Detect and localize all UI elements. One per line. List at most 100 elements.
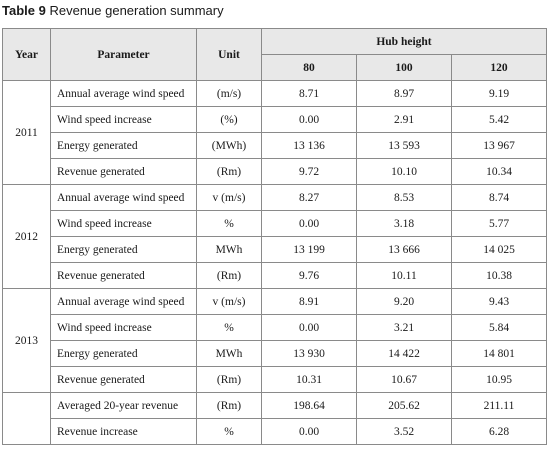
header-height-120: 120 [451, 54, 547, 81]
value-cell: 8.74 [451, 184, 547, 211]
value-cell: 3.21 [356, 314, 452, 341]
value-cell: 205.62 [356, 392, 452, 419]
value-cell: 8.97 [356, 80, 452, 107]
value-cell: 13 199 [261, 236, 357, 263]
value-cell: 9.43 [451, 288, 547, 315]
revenue-summary-table: Year Parameter Unit Hub height 80 100 12… [2, 28, 547, 445]
table-row: Wind speed increase% 0.00 3.18 5.77 [3, 210, 547, 237]
value-cell: 14 422 [356, 340, 452, 367]
value-cell: 2.91 [356, 106, 452, 133]
value-cell: 211.11 [451, 392, 547, 419]
value-cell: 10.38 [451, 262, 547, 289]
year-cell: 2013 [2, 288, 51, 393]
parameter-cell: Wind speed increase [50, 314, 197, 341]
value-cell: 0.00 [261, 418, 357, 445]
parameter-cell: Averaged 20-year revenue [50, 392, 197, 419]
value-cell: 5.42 [451, 106, 547, 133]
value-cell: 13 136 [261, 132, 357, 159]
table-row: 2011 Annual average wind speed (m/s) 8.71 8.… [2, 80, 547, 185]
value-cell: 8.27 [261, 184, 357, 211]
year-cell: 2012 [2, 184, 51, 289]
table-row: Revenue generated (Rm) 9.76 10.11 10.38 [3, 262, 547, 289]
value-cell: 10.10 [356, 158, 452, 185]
unit-cell: MWh [196, 236, 262, 263]
header-year: Year [2, 28, 51, 81]
value-cell: 5.77 [451, 210, 547, 237]
table-row: 2012 Annual average wind speed v (m/s) 8.27… [2, 184, 547, 289]
parameter-cell: Annual average wind speed [50, 184, 197, 211]
value-cell: 13 930 [261, 340, 357, 367]
value-cell: 0.00 [261, 314, 357, 341]
table-row: Revenue increase% 0.00 3.52 6.28 [3, 418, 547, 445]
value-cell: 10.11 [356, 262, 452, 289]
table-row: Averaged 20-year revenue (Rm) 198.64 205.62… [2, 392, 547, 445]
table-header: Year Parameter Unit Hub height 80 100 12… [2, 28, 547, 81]
value-cell: 13 593 [356, 132, 452, 159]
parameter-cell: Energy generated [50, 236, 197, 263]
table-row: Wind speed increase% 0.00 3.21 5.84 [3, 314, 547, 341]
value-cell: 5.84 [451, 314, 547, 341]
unit-cell: % [196, 418, 262, 445]
table-row: Energy generated MWh 13 930 14 422 14 801 [3, 340, 547, 367]
unit-cell: (Rm) [196, 392, 262, 419]
value-cell: 8.53 [356, 184, 452, 211]
value-cell: 9.72 [261, 158, 357, 185]
value-cell: 9.76 [261, 262, 357, 289]
header-height-80: 80 [261, 54, 357, 81]
value-cell: 10.67 [356, 366, 452, 393]
value-cell: 10.31 [261, 366, 357, 393]
table-row: Energy generated MWh 13 199 13 666 14 025 [3, 236, 547, 263]
header-parameter: Parameter [50, 28, 197, 81]
table-row: Revenue generated (Rm) 10.31 10.67 10.95 [3, 366, 547, 393]
unit-cell: (m/s) [196, 80, 262, 107]
unit-cell: % [196, 314, 262, 341]
header-unit: Unit [196, 28, 262, 81]
parameter-cell: Revenue increase [50, 418, 197, 445]
table-row: Wind speed increase (%) 0.00 2.91 5.42 [3, 106, 547, 133]
unit-cell: % [196, 210, 262, 237]
value-cell: 8.71 [261, 80, 357, 107]
year-cell [2, 392, 51, 445]
value-cell: 14 025 [451, 236, 547, 263]
value-cell: 198.64 [261, 392, 357, 419]
unit-cell: (Rm) [196, 366, 262, 393]
parameter-cell: Wind speed increase [50, 106, 197, 133]
parameter-cell: Revenue generated [50, 158, 197, 185]
value-cell: 0.00 [261, 210, 357, 237]
unit-cell: v (m/s) [196, 288, 262, 315]
table-title: Revenue generation summary [49, 3, 224, 18]
unit-cell: (Rm) [196, 158, 262, 185]
parameter-cell: Annual average wind speed [50, 80, 197, 107]
unit-cell: v (m/s) [196, 184, 262, 211]
unit-cell: (MWh) [196, 132, 262, 159]
header-hub-height: Hub height [261, 28, 547, 55]
unit-cell: (%) [196, 106, 262, 133]
table-row: Revenue generated (Rm) 9.72 10.10 10.34 [3, 158, 547, 185]
table-number: Table 9 [2, 3, 46, 18]
unit-cell: MWh [196, 340, 262, 367]
value-cell: 3.18 [356, 210, 452, 237]
parameter-cell: Revenue generated [50, 366, 197, 393]
parameter-cell: Energy generated [50, 340, 197, 367]
value-cell: 10.34 [451, 158, 547, 185]
table-caption: Table 9 Revenue generation summary [2, 3, 224, 18]
unit-cell: (Rm) [196, 262, 262, 289]
value-cell: 9.19 [451, 80, 547, 107]
table-body: 2011 Annual average wind speed (m/s) 8.71 8.… [2, 80, 547, 445]
parameter-cell: Energy generated [50, 132, 197, 159]
year-cell: 2011 [2, 80, 51, 185]
value-cell: 13 967 [451, 132, 547, 159]
value-cell: 14 801 [451, 340, 547, 367]
parameter-cell: Revenue generated [50, 262, 197, 289]
value-cell: 0.00 [261, 106, 357, 133]
value-cell: 13 666 [356, 236, 452, 263]
header-height-100: 100 [356, 54, 452, 81]
value-cell: 10.95 [451, 366, 547, 393]
table-row: Energy generated (MWh) 13 136 13 593 13 967 [3, 132, 547, 159]
value-cell: 3.52 [356, 418, 452, 445]
value-cell: 9.20 [356, 288, 452, 315]
table-row: 2013 Annual average wind speed v (m/s) 8.91… [2, 288, 547, 393]
value-cell: 6.28 [451, 418, 547, 445]
parameter-cell: Annual average wind speed [50, 288, 197, 315]
value-cell: 8.91 [261, 288, 357, 315]
